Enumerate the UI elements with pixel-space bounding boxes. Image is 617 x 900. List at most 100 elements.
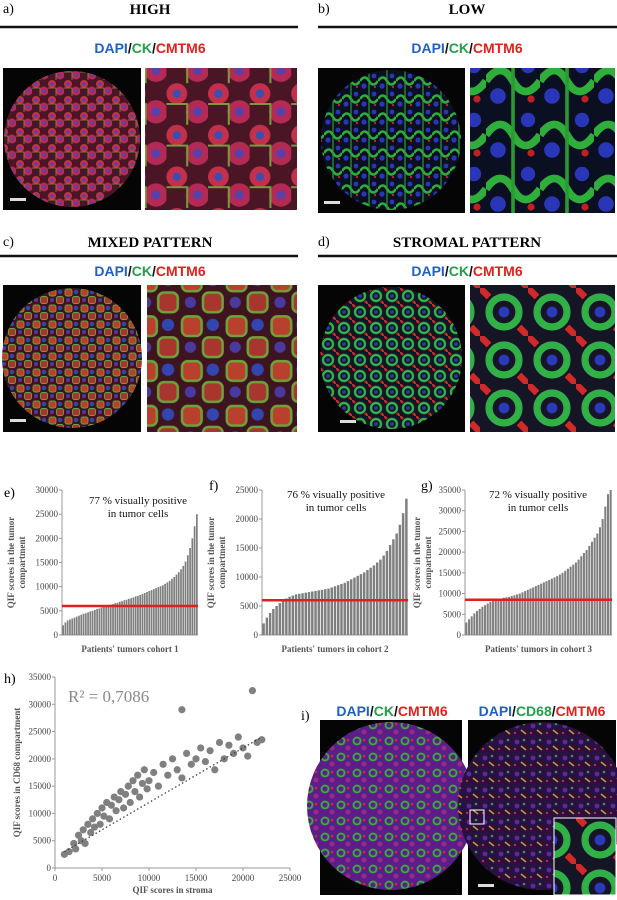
bar [500, 598, 503, 635]
bar [518, 593, 521, 635]
y-axis-title: compartment [423, 537, 433, 589]
bar [540, 583, 543, 635]
scatter-point [136, 793, 144, 801]
stain-part: / [512, 703, 516, 719]
bar [392, 539, 395, 635]
bar [298, 593, 301, 635]
scatter-point [90, 823, 99, 831]
bar [118, 601, 121, 635]
scatter-point [138, 779, 147, 788]
y-tick-label: 0 [254, 630, 259, 640]
bar [159, 586, 162, 635]
bar [497, 598, 500, 635]
stain-label: DAPI/CD68/CMTM6 [479, 703, 606, 719]
y-tick-label: 0 [54, 630, 59, 640]
panel-label: e) [4, 486, 15, 501]
bar [275, 606, 278, 635]
bar [125, 599, 128, 635]
bar [272, 608, 275, 635]
panel-label: d) [318, 235, 330, 250]
tissue-core [321, 70, 461, 210]
stain-part: / [370, 703, 374, 719]
bar [545, 581, 548, 635]
bar [196, 514, 198, 635]
stain-part: / [469, 40, 473, 56]
panel-title: STROMAL PATTERN [393, 235, 541, 251]
bar [405, 498, 408, 635]
annotation: 77 % visually positive [89, 495, 187, 507]
y-tick-label: 15000 [29, 781, 52, 791]
bar [182, 565, 185, 635]
scatter-point [215, 738, 224, 747]
bar [112, 604, 114, 635]
y-tick-label: 20000 [439, 547, 462, 557]
scatter-point [134, 771, 142, 779]
bar [481, 606, 484, 635]
x-axis-title: Patients' tumors in cohort 2 [282, 644, 389, 654]
bar [75, 616, 78, 635]
bar [553, 577, 556, 635]
y-tick-label: 10000 [36, 582, 59, 592]
bar [64, 622, 67, 635]
y-tick-label: 0 [47, 863, 52, 873]
x-axis-title: QIF scores in stroma [132, 885, 213, 895]
bar [330, 587, 333, 635]
bar [379, 559, 382, 635]
y-tick-label: 30000 [439, 506, 462, 516]
scatter-point [234, 733, 242, 741]
scatter-point [197, 744, 205, 752]
x-axis-title: Patients' tumors in cohort 3 [485, 644, 592, 654]
y-tick-label: 35000 [29, 672, 52, 682]
bar [526, 589, 529, 635]
bar [150, 590, 153, 635]
scatter-point [74, 831, 83, 839]
bar [288, 596, 291, 635]
bar [123, 600, 126, 635]
scatter-point [173, 766, 181, 774]
bar [593, 537, 596, 635]
bar [121, 601, 123, 635]
zoom-image [145, 68, 297, 210]
bar [580, 556, 583, 635]
bar [486, 603, 489, 635]
bar [561, 572, 564, 635]
stain-label: DAPI/CK/CMTM6 [94, 40, 205, 56]
bar [146, 591, 148, 635]
bar [109, 604, 112, 635]
scatter-point [150, 768, 158, 777]
stain-part: CK [374, 703, 394, 719]
stain-part: / [469, 263, 473, 279]
bar [71, 618, 74, 635]
bar [141, 593, 144, 635]
y-tick-label: 5000 [240, 601, 259, 611]
stain-part: / [394, 703, 398, 719]
scatter-point [159, 760, 167, 768]
bar [529, 588, 532, 635]
y-tick-label: 0 [457, 630, 462, 640]
bar [532, 587, 535, 635]
annotation: 72 % visually positive [489, 489, 587, 501]
stain-part: / [445, 40, 449, 56]
scatter-point [211, 766, 219, 774]
stain-label: DAPI/CK/CMTM6 [411, 40, 522, 56]
panel-label: g) [421, 479, 433, 494]
scatter-point [112, 807, 120, 815]
bar [558, 574, 561, 635]
y-axis-title: compartment [17, 537, 27, 589]
stain-part: CK [132, 40, 152, 56]
stain-part: CMTM6 [556, 703, 606, 719]
bar [107, 605, 110, 635]
stain-part: / [445, 263, 449, 279]
scale-bar [478, 884, 494, 887]
scatter-point [145, 777, 153, 785]
bar [349, 579, 353, 635]
stain-part: / [552, 703, 556, 719]
bar [537, 584, 540, 635]
bar [285, 598, 288, 635]
bar [598, 527, 601, 635]
bar [398, 524, 402, 635]
bar [314, 590, 317, 635]
bar [395, 533, 398, 635]
y-tick-label: 25000 [29, 727, 52, 737]
bar [582, 552, 585, 635]
